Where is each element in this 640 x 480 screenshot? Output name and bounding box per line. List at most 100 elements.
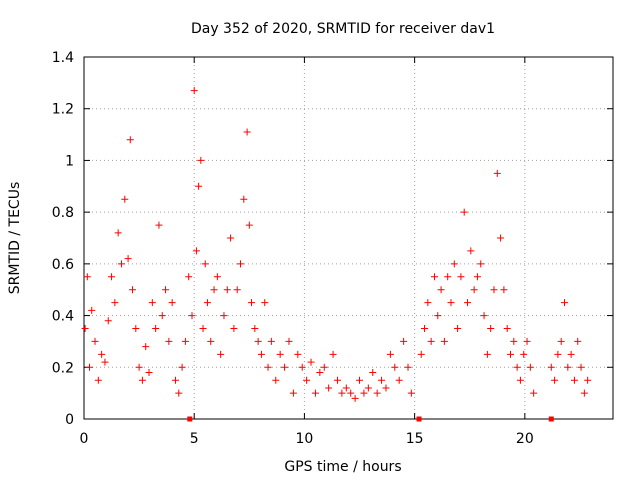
- y-tick-label: 0: [65, 412, 74, 428]
- data-point: [236, 260, 244, 268]
- data-point: [81, 325, 89, 332]
- data-point: [447, 299, 455, 307]
- data-point: [132, 325, 140, 332]
- x-tick-label: 20: [516, 431, 534, 447]
- data-point: [188, 312, 196, 320]
- data-point: [223, 286, 231, 294]
- data-point: [104, 317, 112, 325]
- data-point: [580, 389, 588, 397]
- data-point: [230, 325, 238, 332]
- data-point: [185, 273, 193, 281]
- points-layer: [81, 87, 592, 402]
- data-point: [464, 299, 472, 307]
- data-point: [430, 273, 438, 281]
- data-point: [467, 247, 475, 255]
- data-point: [289, 389, 297, 397]
- data-point: [369, 368, 377, 376]
- data-point: [162, 286, 170, 294]
- data-point: [197, 156, 205, 164]
- data-point: [530, 389, 538, 397]
- gap-marker: [416, 416, 422, 422]
- data-point: [516, 376, 524, 384]
- y-tick-label: 1.2: [52, 102, 74, 118]
- data-point: [427, 337, 435, 345]
- x-axis-label: GPS time / hours: [284, 459, 401, 475]
- data-point: [378, 376, 386, 384]
- data-point: [526, 363, 534, 371]
- data-point: [487, 325, 495, 332]
- data-point: [450, 260, 458, 268]
- chart-title: Day 352 of 2020, SRMTID for receiver dav…: [191, 21, 495, 37]
- gap-layer: [187, 416, 554, 422]
- data-point: [493, 169, 501, 177]
- data-point: [88, 306, 96, 314]
- data-point: [203, 299, 211, 307]
- data-point: [267, 337, 275, 345]
- data-point: [126, 136, 134, 144]
- y-axis-label: SRMTID / TECUs: [7, 182, 23, 295]
- data-point: [281, 363, 289, 371]
- data-point: [444, 273, 452, 281]
- data-point: [138, 376, 146, 384]
- data-point: [276, 350, 284, 358]
- data-point: [360, 389, 368, 397]
- data-point: [175, 389, 183, 397]
- data-point: [356, 376, 364, 384]
- data-point: [195, 182, 203, 190]
- gap-marker: [187, 416, 193, 422]
- data-point: [437, 286, 445, 294]
- data-point: [294, 350, 302, 358]
- data-point: [192, 247, 200, 255]
- data-point: [98, 350, 106, 358]
- data-point: [584, 376, 592, 384]
- y-tick-label: 0.8: [52, 205, 74, 221]
- data-point: [243, 128, 251, 136]
- data-point: [347, 389, 355, 397]
- data-point: [91, 337, 99, 345]
- data-point: [181, 337, 189, 345]
- data-point: [483, 350, 491, 358]
- data-point: [272, 376, 280, 384]
- data-point: [233, 286, 241, 294]
- data-point: [404, 363, 412, 371]
- data-point: [303, 376, 311, 384]
- data-point: [135, 363, 143, 371]
- data-point: [168, 299, 176, 307]
- data-point: [142, 343, 150, 351]
- data-point: [145, 368, 153, 376]
- data-point: [248, 299, 256, 307]
- data-point: [94, 376, 102, 384]
- data-point: [152, 325, 160, 332]
- data-point: [114, 229, 122, 237]
- data-point: [507, 350, 515, 358]
- data-point: [261, 299, 269, 307]
- data-point: [407, 389, 415, 397]
- data-point: [473, 273, 481, 281]
- data-point: [220, 312, 228, 320]
- data-point: [490, 286, 498, 294]
- data-point: [165, 337, 173, 345]
- data-point: [111, 299, 119, 307]
- data-point: [207, 337, 215, 345]
- data-point: [497, 234, 505, 242]
- data-point: [245, 221, 253, 229]
- data-point: [83, 273, 91, 281]
- x-tick-label: 10: [296, 431, 314, 447]
- data-point: [567, 350, 575, 358]
- data-point: [342, 384, 350, 392]
- data-point: [417, 350, 425, 358]
- data-point: [338, 389, 346, 397]
- data-point: [325, 384, 333, 392]
- x-tick-label: 5: [190, 431, 199, 447]
- data-point: [178, 363, 186, 371]
- data-point: [470, 286, 478, 294]
- data-point: [480, 312, 488, 320]
- data-point: [395, 376, 403, 384]
- data-point: [217, 350, 225, 358]
- data-point: [421, 325, 429, 332]
- data-point: [311, 389, 319, 397]
- data-point: [577, 363, 585, 371]
- data-point: [155, 221, 163, 229]
- data-point: [424, 299, 432, 307]
